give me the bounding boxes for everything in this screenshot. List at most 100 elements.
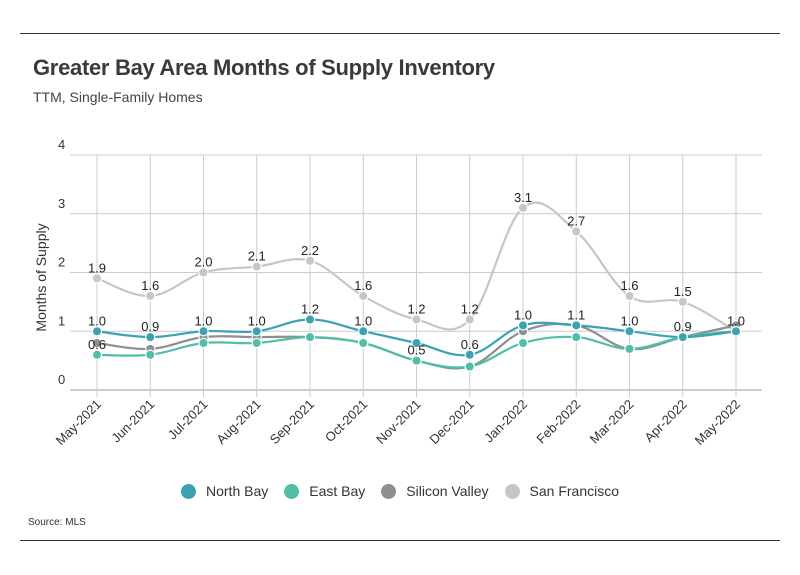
chart-subtitle: TTM, Single-Family Homes xyxy=(33,89,203,105)
data-label: 1.2 xyxy=(461,302,479,317)
data-point xyxy=(517,337,529,349)
data-point xyxy=(624,326,635,337)
x-tick-label: Mar-2022 xyxy=(587,397,637,447)
x-tick-label: Oct-2021 xyxy=(322,397,370,445)
data-label: 1.6 xyxy=(141,278,159,293)
x-tick-label: Sep-2021 xyxy=(267,397,317,447)
data-point xyxy=(411,314,422,325)
series-points xyxy=(91,202,742,372)
y-tick-label: 0 xyxy=(58,372,65,387)
legend-item: North Bay xyxy=(181,483,268,499)
data-point xyxy=(251,261,262,272)
data-point xyxy=(304,255,316,266)
data-label: 0.5 xyxy=(407,343,425,358)
x-tick-label: May-2022 xyxy=(692,397,743,448)
data-point xyxy=(145,331,156,343)
source-note: Source: MLS xyxy=(28,517,86,528)
x-tick-label: Feb-2022 xyxy=(533,397,583,447)
data-point xyxy=(464,349,475,360)
data-point xyxy=(358,290,369,302)
x-tick-label: Apr-2022 xyxy=(641,397,689,445)
data-label: 1.0 xyxy=(514,307,532,322)
data-point xyxy=(198,267,209,278)
legend-label: North Bay xyxy=(206,483,269,499)
y-tick-label: 2 xyxy=(58,255,65,270)
data-labels: 1.0 0.6 1.9 0.9 1.6 1.0 2.0 1.0 2.1 1.2 2.2 1.0 1.6 0… xyxy=(88,190,745,358)
chart-title: Greater Bay Area Months of Supply Invent… xyxy=(33,55,495,80)
data-label: 1.9 xyxy=(88,260,106,275)
data-point xyxy=(464,361,475,372)
legend-item: San Francisco xyxy=(504,483,619,499)
data-label: 0.6 xyxy=(461,337,479,352)
data-point xyxy=(91,337,103,349)
data-label: 2.7 xyxy=(567,213,585,228)
data-label: 1.0 xyxy=(194,313,212,328)
legend-swatch xyxy=(181,483,196,499)
x-tick-label: Dec-2021 xyxy=(426,397,476,447)
data-label: 0.6 xyxy=(88,337,106,352)
data-label: 1.2 xyxy=(407,302,425,317)
data-label: 0.9 xyxy=(141,319,159,334)
data-point xyxy=(624,343,635,355)
data-point xyxy=(145,290,156,302)
legend-label: East Bay xyxy=(309,483,366,499)
data-point xyxy=(145,349,156,360)
data-label: 1.1 xyxy=(567,307,585,322)
x-tick-label: May-2021 xyxy=(53,397,104,448)
data-point xyxy=(464,314,475,325)
data-label: 1.2 xyxy=(301,302,319,317)
data-point xyxy=(358,326,369,337)
data-point xyxy=(304,331,316,343)
data-label: 2.0 xyxy=(194,255,212,270)
data-label: 1.0 xyxy=(620,313,638,328)
data-point xyxy=(251,337,262,349)
chart-legend: North Bay East Bay Silicon Valley San Franc… xyxy=(0,483,800,499)
data-label: 1.6 xyxy=(620,278,638,293)
data-point xyxy=(677,331,688,343)
data-point xyxy=(304,314,316,325)
data-label: 1.0 xyxy=(248,313,266,328)
x-tick-label: Aug-2021 xyxy=(213,397,263,447)
data-point xyxy=(730,326,742,337)
data-point xyxy=(517,202,529,214)
x-tick-label: Nov-2021 xyxy=(373,397,423,447)
data-label: 2.2 xyxy=(301,243,319,258)
data-point xyxy=(91,326,103,337)
data-point xyxy=(198,337,209,349)
x-tick-label: Jan-2022 xyxy=(481,397,530,446)
data-point xyxy=(251,326,262,337)
data-label: 2.1 xyxy=(248,249,266,264)
data-label: 1.5 xyxy=(674,284,692,299)
data-point xyxy=(411,337,422,349)
data-point xyxy=(517,320,529,331)
data-label: 1.0 xyxy=(727,313,745,328)
legend-label: San Francisco xyxy=(529,483,619,499)
data-label: 1.6 xyxy=(354,278,372,293)
y-tick-label: 3 xyxy=(58,196,65,211)
data-point xyxy=(411,355,422,366)
data-point xyxy=(624,290,635,302)
data-point xyxy=(358,337,369,349)
legend-item: Silicon Valley xyxy=(381,483,489,499)
y-tick-label: 4 xyxy=(58,137,65,152)
data-point xyxy=(91,349,103,360)
legend-swatch xyxy=(284,483,300,499)
y-axis-ticks: 0 1 2 3 4 xyxy=(58,137,65,387)
data-label: 3.1 xyxy=(514,190,532,205)
data-point xyxy=(677,296,688,308)
data-label: 0.9 xyxy=(674,319,692,334)
y-axis-label: Months of Supply xyxy=(33,223,49,331)
x-tick-label: Jul-2021 xyxy=(165,397,211,443)
legend-label: Silicon Valley xyxy=(406,483,489,499)
legend-item: East Bay xyxy=(284,483,365,499)
bottom-rule xyxy=(20,540,780,541)
data-label: 1.0 xyxy=(354,313,372,328)
top-rule xyxy=(20,33,780,34)
data-point xyxy=(571,226,582,237)
data-label: 1.0 xyxy=(88,313,106,328)
data-point xyxy=(198,326,209,337)
data-point xyxy=(91,273,103,284)
x-tick-label: Jun-2021 xyxy=(108,397,157,446)
y-tick-label: 1 xyxy=(58,313,65,328)
